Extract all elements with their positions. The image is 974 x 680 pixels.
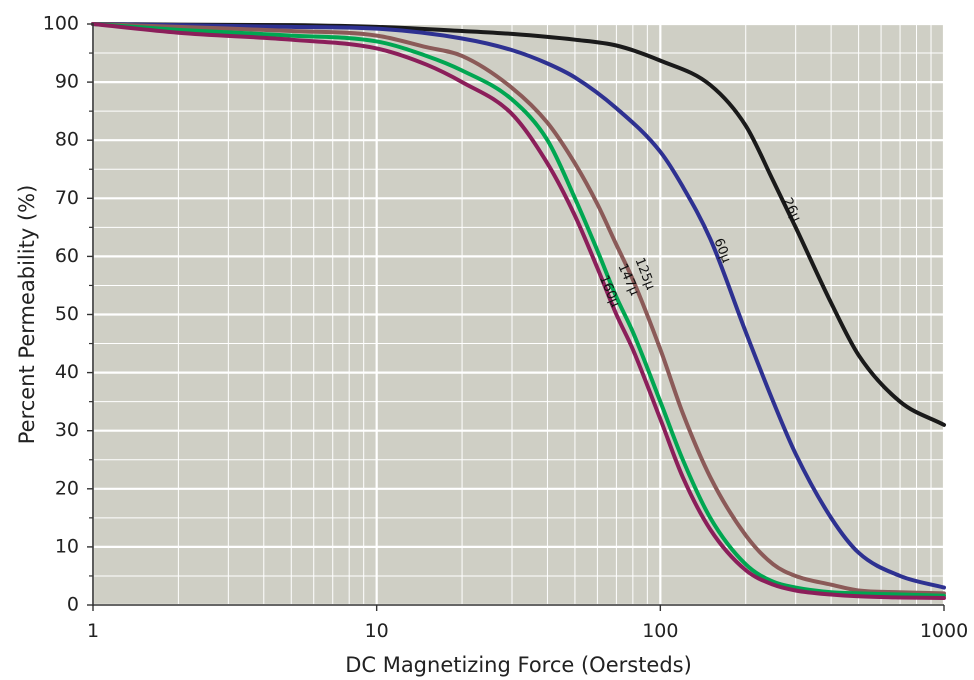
- curves-group: [91, 22, 946, 601]
- y-tick-label: 20: [55, 477, 79, 499]
- y-tick-label: 90: [55, 71, 79, 93]
- y-axis-title: Percent Permeability (%): [15, 185, 39, 445]
- y-tick-label: 80: [55, 129, 79, 151]
- y-tick-labels: 0 10 20 30 40 50 60 70 80 90 100: [43, 13, 79, 616]
- x-tick-label: 1: [87, 620, 99, 642]
- y-tick-label: 70: [55, 187, 79, 209]
- series-line-1: [91, 22, 946, 590]
- x-tick-label: 100: [642, 620, 678, 642]
- y-tick-label: 10: [55, 535, 79, 557]
- series-line-4: [91, 22, 946, 601]
- x-tick-labels: 1 10 100 1000: [87, 620, 968, 642]
- axes-group: [87, 23, 945, 611]
- y-tick-label: 100: [43, 13, 79, 35]
- x-tick-label: 10: [365, 620, 389, 642]
- x-axis-title: DC Magnetizing Force (Oersteds): [345, 653, 692, 677]
- y-tick-label: 0: [67, 594, 79, 616]
- series-line-2: [91, 22, 946, 596]
- series-line-3: [91, 22, 946, 598]
- y-tick-label: 40: [55, 361, 79, 383]
- x-tick-label: 1000: [920, 620, 968, 642]
- y-tick-label: 30: [55, 419, 79, 441]
- y-tick-label: 50: [55, 303, 79, 325]
- y-tick-label: 60: [55, 245, 79, 267]
